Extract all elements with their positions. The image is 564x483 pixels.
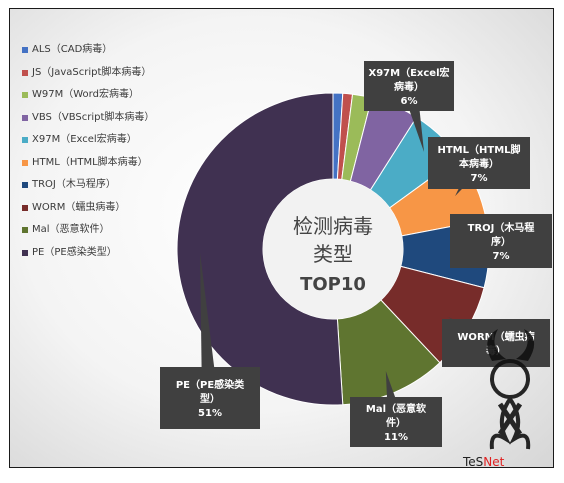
emblem-ring	[490, 359, 530, 399]
callout-label: X97M（Excel宏	[369, 66, 450, 79]
legend-item-troj: TROJ（木马程序）	[22, 174, 184, 197]
legend-label: VBS（VBScript脚本病毒）	[32, 111, 155, 123]
legend-item-worm: WORM（蠕虫病毒）	[22, 197, 184, 220]
callout-label: 6%	[401, 96, 418, 107]
legend-label: WORM（蠕虫病毒）	[32, 201, 126, 213]
legend-swatch	[22, 249, 28, 256]
emblem-cross	[497, 402, 523, 436]
callout-x97m: X97M（Excel宏病毒） 6%	[364, 61, 454, 153]
emblem-tail	[489, 397, 531, 450]
watermark-main: TeS	[463, 455, 484, 469]
legend-swatch	[22, 204, 28, 211]
legend-item-vbs: VBS（VBScript脚本病毒）	[22, 107, 184, 130]
callout-label: 病毒）	[394, 80, 424, 93]
callout-box	[428, 137, 530, 189]
donut-hole	[263, 179, 403, 319]
callout-label: Mal（恶意软	[366, 402, 426, 415]
callout-label: 7%	[471, 173, 488, 184]
chart-title-line1: 检测病毒	[293, 214, 373, 238]
callout-troj: TROJ（木马程序） 7%	[450, 214, 552, 268]
legend-label: ALS（CAD病毒）	[32, 44, 113, 55]
legend-label: PE（PE感染类型）	[32, 246, 117, 258]
legend-label: W97M（Word宏病毒）	[32, 89, 139, 100]
legend-swatch	[22, 92, 28, 98]
callout-mal: Mal（恶意软件） 11%	[350, 371, 442, 447]
callout-label: PE（PE感染类	[176, 378, 244, 391]
legend-item-js: JS（JavaScript脚本病毒）	[22, 62, 184, 85]
callout-label: 本病毒）	[459, 157, 499, 170]
legend-swatch	[22, 227, 28, 233]
callout-pe: PE（PE感染类型） 51%	[160, 253, 260, 429]
callout-label: 11%	[384, 432, 408, 443]
emblem-wing-right	[516, 329, 535, 361]
legend-swatch	[22, 47, 28, 53]
legend-item-w97m: W97M（Word宏病毒）	[22, 84, 184, 107]
watermark-emblem	[487, 329, 535, 450]
legend-label: X97M（Excel宏病毒）	[32, 134, 137, 145]
legend-label: JS（JavaScript脚本病毒）	[32, 66, 152, 78]
legend-label: TROJ（木马程序）	[32, 179, 116, 190]
callout-label: 型）	[200, 392, 220, 405]
watermark-text: TeSNet	[463, 455, 504, 469]
legend-label: HTML（HTML脚本病毒）	[32, 156, 148, 168]
callout-html: HTML（HTML脚本病毒） 7%	[428, 137, 530, 197]
legend-swatch	[22, 137, 28, 143]
legend-swatch	[22, 114, 28, 121]
callout-pointer	[200, 253, 218, 398]
legend-item-pe: PE（PE感染类型）	[22, 242, 184, 265]
callout-label: 7%	[493, 251, 510, 262]
callout-label: TROJ（木马程	[468, 221, 535, 234]
chart-frame: ALS（CAD病毒） JS（JavaScript脚本病毒） W97M（Word宏病毒…	[9, 8, 554, 468]
chart-title-line2: 类型	[313, 242, 353, 266]
legend-swatch	[22, 182, 28, 188]
callout-label: WORM（蠕虫病	[457, 330, 534, 343]
callout-label: 51%	[198, 408, 222, 419]
callout-box	[364, 61, 454, 111]
callout-label: HTML（HTML脚	[437, 143, 520, 156]
legend-item-html: HTML（HTML脚本病毒）	[22, 152, 184, 175]
emblem-wing-left	[487, 329, 506, 361]
callout-label: 序）	[491, 235, 511, 248]
chart-subtitle: TOP10	[300, 274, 366, 295]
legend-label: Mal（恶意软件）	[32, 224, 110, 235]
callout-box	[160, 367, 260, 429]
legend-item-als: ALS（CAD病毒）	[22, 39, 184, 62]
callout-label: 件）	[386, 416, 406, 429]
legend-swatch	[22, 159, 28, 166]
callout-box	[450, 214, 552, 268]
legend-item-mal: Mal（恶意软件）	[22, 219, 184, 242]
chart-legend: ALS（CAD病毒） JS（JavaScript脚本病毒） W97M（Word宏病毒…	[22, 39, 184, 264]
callout-box	[350, 397, 442, 447]
legend-item-x97m: X97M（Excel宏病毒）	[22, 129, 184, 152]
watermark-suffix: Net	[483, 455, 505, 469]
legend-swatch	[22, 69, 28, 76]
